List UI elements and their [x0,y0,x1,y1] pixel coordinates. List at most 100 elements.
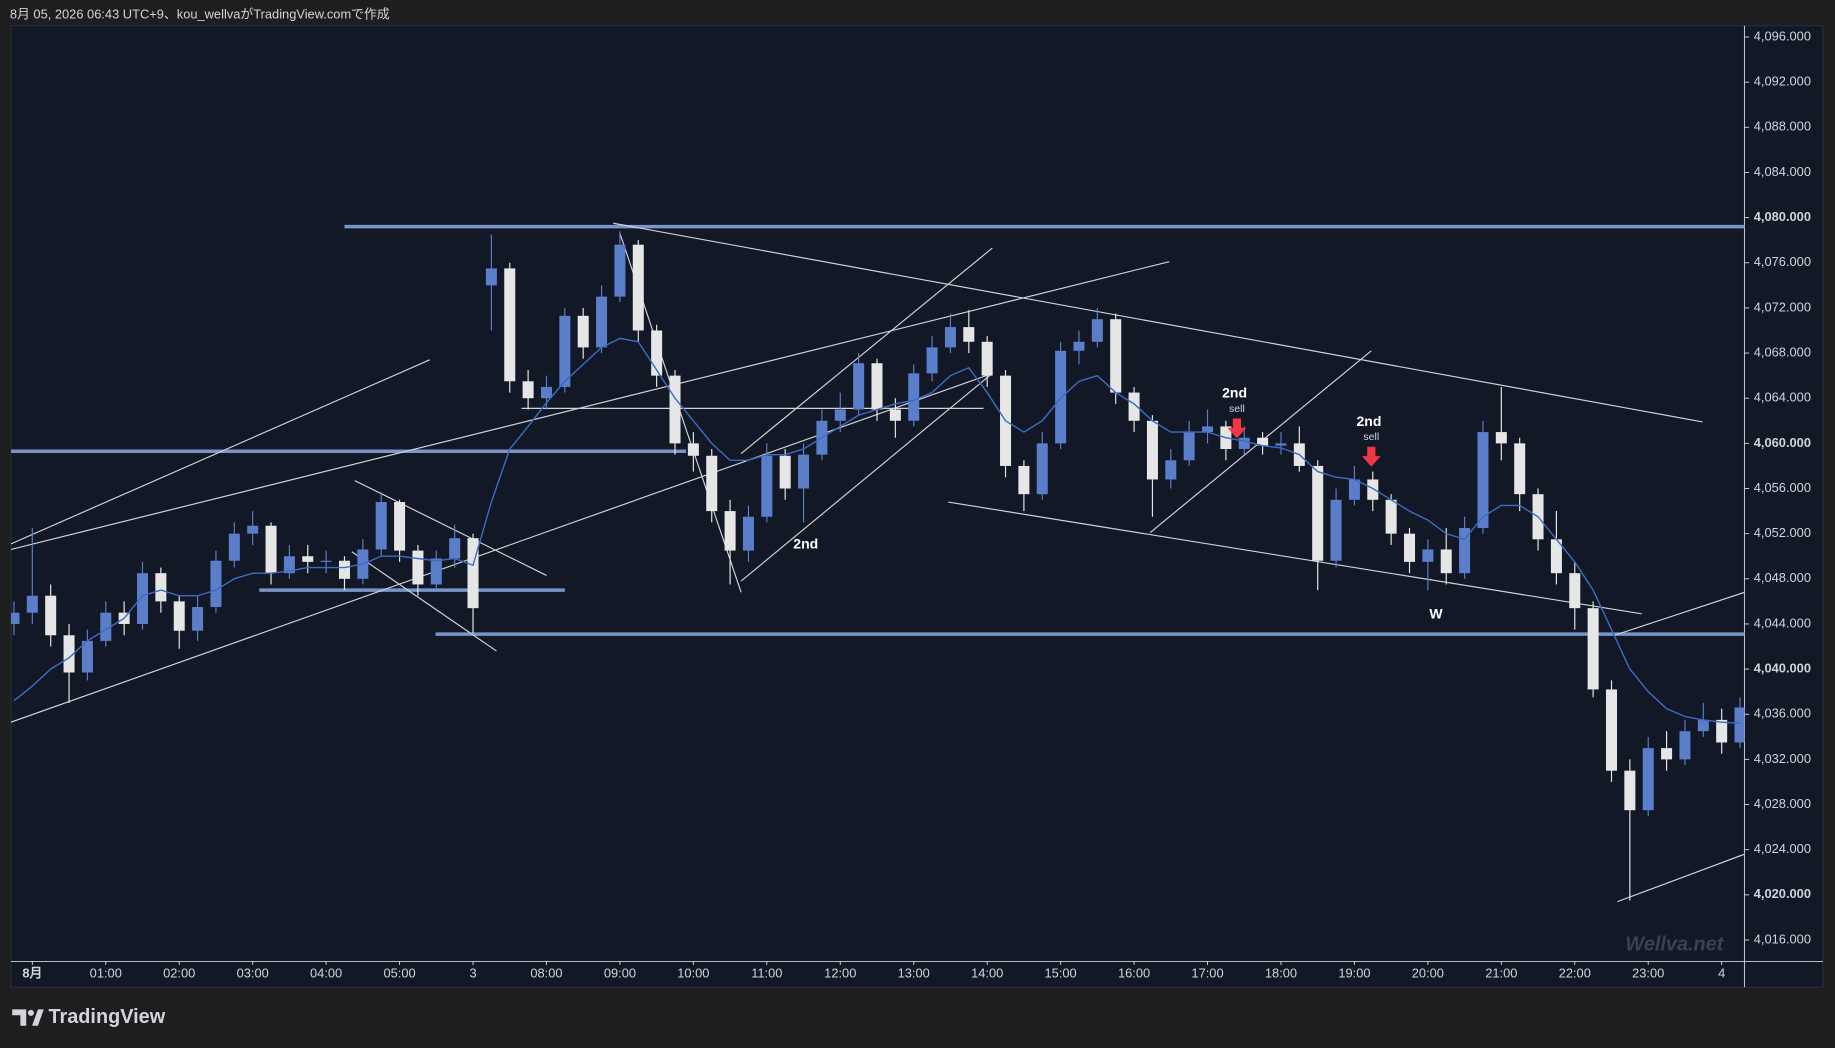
candle-body [1642,748,1654,811]
candle-body [889,409,901,421]
y-tick-label: 4,044.000 [1754,615,1811,630]
candle-body [375,502,387,550]
candle-body [302,556,314,562]
candle-body [192,607,204,631]
sell-arrow [1361,446,1381,467]
trend-line [948,501,1642,615]
candle-body [632,244,644,331]
logo-slash [32,1009,44,1026]
y-tick-label: 4,092.000 [1754,74,1811,89]
header-text: 8月 05, 2026 06:43 UTC+9、kou_wellvaがTradi… [10,7,390,22]
x-tick-label: 16:00 [1118,966,1150,981]
x-tick-label: 12:00 [824,966,856,981]
y-tick-label: 4,068.000 [1754,344,1811,359]
y-tick-label: 4,080.000 [1754,209,1811,224]
y-tick-label: 4,016.000 [1754,931,1811,946]
candle-body [944,327,956,348]
candle-body [1367,479,1379,500]
candle-body [210,560,222,608]
tradingview-logo: TradingView [12,1006,166,1028]
y-tick-label: 4,096.000 [1754,28,1811,43]
candle-body [614,244,626,297]
x-tick-label: 08:00 [530,966,562,981]
x-tick-label: 4 [1718,966,1725,981]
candle-body [81,640,93,673]
trend-line [11,261,1170,551]
candle-body [45,595,57,636]
candle-body [963,327,975,342]
candle-body [1587,608,1599,690]
candle-body [522,381,534,399]
candle-body [577,315,589,348]
candle-body [669,375,681,444]
candle-body [26,595,38,613]
candle-body [430,558,442,585]
candle-body [1440,549,1452,574]
candle-body [1036,443,1048,495]
candle-body [1605,689,1618,771]
candle-body [1734,707,1745,743]
annotation: W [1429,606,1443,622]
candle-body [981,341,993,376]
candle-body [1661,748,1673,760]
candle-body [1275,443,1287,446]
candle-body [320,560,332,562]
trend-line [11,359,430,545]
candle-body [1330,499,1342,561]
candle-body [1385,499,1397,534]
candle-body [265,525,277,574]
candle-body [11,612,20,624]
candle-body [742,516,754,551]
candle-body [1550,539,1562,574]
x-tick-label: 02:00 [163,966,195,981]
signal-sub: sell [1229,403,1245,415]
candle-body [63,635,75,673]
y-tick-label: 4,072.000 [1754,299,1811,314]
candle-body [504,268,516,382]
candle-body [1091,319,1103,342]
candle-body [1569,573,1581,609]
candle-body [1477,432,1489,529]
x-tick-label: 20:00 [1412,966,1444,981]
trend-line [613,222,1703,423]
sell-arrow [1227,418,1247,439]
watermark: Wellva.net [1625,933,1724,955]
candle-body [338,560,350,579]
y-tick-label: 4,064.000 [1754,390,1811,405]
candle-body [1403,533,1416,562]
candle-body [1202,426,1214,433]
y-tick-label: 4,032.000 [1754,751,1811,766]
candle-body [1716,719,1728,743]
candle-body [926,347,938,374]
candle-body [228,533,240,561]
x-tick-label: 19:00 [1338,966,1370,981]
candle-body [1018,465,1030,495]
candle-body [485,268,497,286]
y-tick-label: 4,084.000 [1754,164,1811,179]
y-tick-label: 4,020.000 [1754,886,1811,901]
candle-body [1312,465,1324,561]
x-tick-label: 03:00 [237,966,269,981]
candle-body [871,363,883,410]
annotation: 2nd [793,536,818,552]
candle-body [449,538,461,559]
candle-body [1110,319,1122,393]
candle-body [724,511,736,551]
signal-sub: sell [1363,431,1379,443]
x-tick-label: 05:00 [383,966,415,981]
moving-average [13,337,1741,724]
candle-body [1238,437,1250,450]
candle-body [412,550,424,585]
candle-body [283,556,295,574]
candle-body [853,363,865,410]
candle-body [651,330,663,376]
signal-label: 2nd [1222,385,1247,401]
plot-area: 4,016.000 4,020.000 4,024.000 4,028.000 4,03… [11,28,1811,981]
trend-line [1614,591,1745,636]
candle-body [100,612,112,641]
x-tick-label: 14:00 [971,966,1003,981]
y-tick-label: 4,060.000 [1754,435,1811,450]
x-tick-label: 3 [469,966,476,981]
y-tick-label: 4,040.000 [1754,660,1811,675]
